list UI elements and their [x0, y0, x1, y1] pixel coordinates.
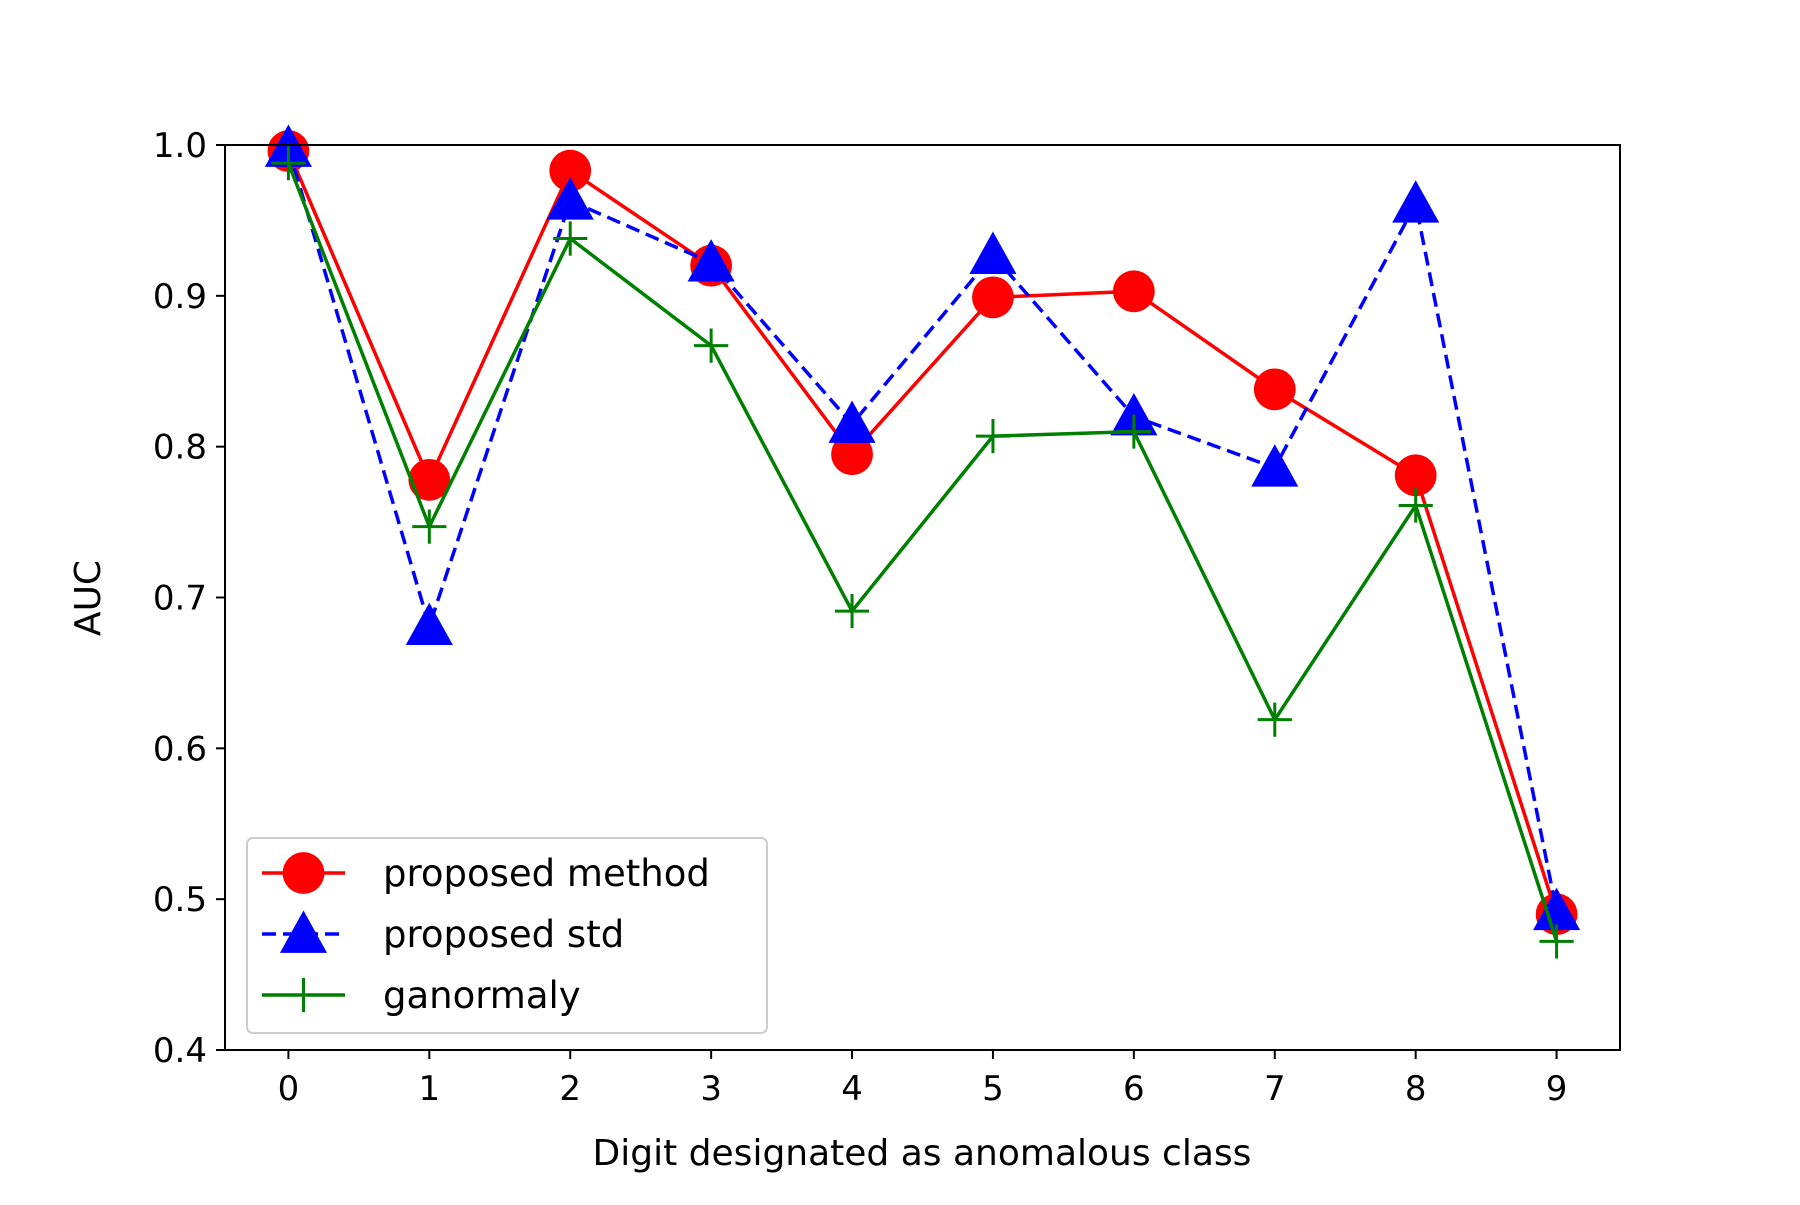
marker-point: [1394, 454, 1437, 497]
marker-point: [969, 231, 1017, 274]
series-1: [264, 124, 1581, 931]
legend-label: ganormaly: [383, 974, 581, 1017]
x-tick-label: 0: [278, 1069, 300, 1109]
marker-point: [694, 328, 729, 363]
marker-point: [687, 239, 735, 282]
x-tick-label: 8: [1405, 1069, 1427, 1109]
series-layer: [264, 124, 1581, 959]
marker-point: [271, 146, 306, 181]
marker-point: [549, 149, 592, 192]
x-tick-label: 9: [1546, 1069, 1568, 1109]
legend-box: [246, 837, 768, 1034]
y-tick-label: 0.5: [153, 880, 207, 920]
ticks-layer: 0.4 0.5 0.6 0.7 0.8 0.9 1.0 0 1 2 3 4 5 6 7 8 9: [153, 126, 1567, 1109]
marker-point: [408, 458, 451, 501]
x-tick-label: 7: [1264, 1069, 1286, 1109]
legend-item: proposed std: [262, 910, 624, 956]
marker-point: [1253, 368, 1296, 411]
marker-point: [546, 177, 594, 220]
series-2: [271, 146, 1574, 959]
legend-item: ganormaly: [262, 974, 581, 1017]
legend-label: proposed std: [383, 913, 624, 956]
marker-point: [831, 433, 873, 476]
marker-point: [405, 602, 453, 646]
marker-point: [1251, 444, 1299, 487]
marker-point: [412, 509, 447, 544]
marker-point: [1392, 180, 1440, 223]
y-axis-label: AUC: [68, 560, 109, 636]
marker-point: [972, 276, 1014, 319]
y-tick-label: 0.7: [153, 579, 207, 619]
marker-point: [553, 221, 588, 256]
x-tick-label: 6: [1123, 1069, 1145, 1109]
y-tick-label: 0.9: [153, 277, 207, 317]
x-tick-label: 5: [982, 1069, 1004, 1109]
series-line: [286, 150, 1559, 915]
legend: proposed method proposed std ganormaly: [246, 837, 768, 1034]
marker-point: [834, 593, 870, 629]
legend-label: proposed method: [383, 852, 710, 895]
marker-point: [1257, 702, 1292, 737]
marker-point: [1533, 887, 1581, 931]
x-tick-label: 3: [700, 1069, 722, 1109]
y-tick-label: 0.4: [153, 1031, 207, 1071]
marker-legend: [286, 977, 321, 1013]
x-tick-label: 4: [841, 1069, 863, 1109]
marker-legend: [279, 910, 328, 953]
x-axis-label: Digit designated as anomalous class: [593, 1133, 1252, 1174]
marker-point: [1110, 392, 1158, 436]
marker-point: [1398, 488, 1433, 523]
marker-point: [1112, 270, 1155, 313]
marker-point: [1539, 924, 1574, 959]
marker-legend: [282, 852, 325, 894]
y-tick-label: 1.0: [153, 126, 207, 166]
y-tick-label: 0.6: [153, 729, 207, 769]
marker-point: [975, 419, 1011, 454]
x-tick-label: 1: [418, 1069, 440, 1109]
series-line: [286, 162, 1559, 942]
y-tick-label: 0.8: [153, 428, 207, 468]
x-tick-label: 2: [559, 1069, 581, 1109]
series-line: [286, 147, 1559, 912]
marker-point: [1116, 414, 1151, 449]
marker-point: [828, 400, 876, 443]
legend-item: proposed method: [262, 852, 710, 895]
